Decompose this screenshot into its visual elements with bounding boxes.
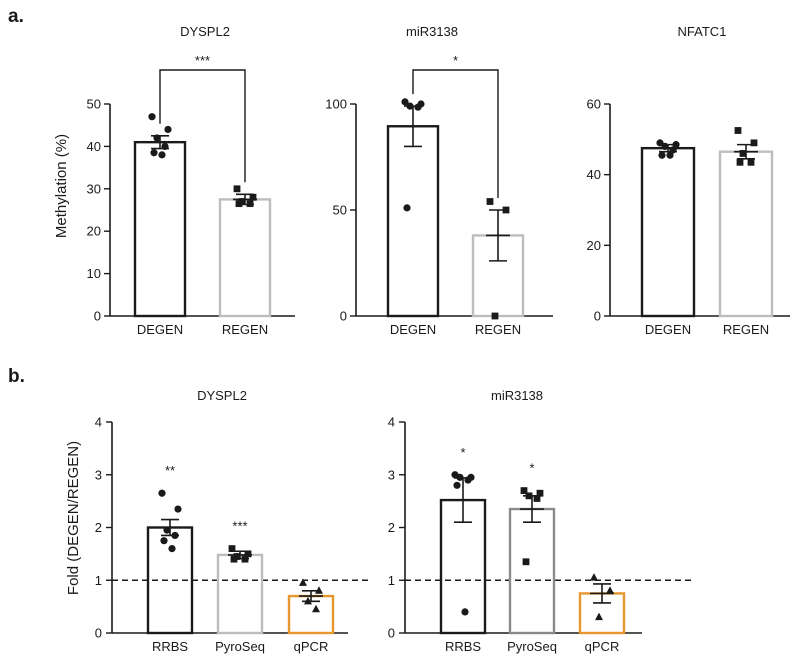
chart-2-point — [414, 103, 422, 111]
chart-1-title: DYSPL2 — [180, 24, 230, 39]
chart-1-point — [148, 113, 156, 121]
chart-1-point — [246, 200, 254, 208]
chart-4-x-tick-label: qPCR — [294, 639, 329, 654]
chart-5-y-tick-label: 2 — [388, 520, 395, 535]
chart-5-point — [606, 586, 614, 594]
chart-3-bar — [718, 150, 774, 318]
chart-5-x-tick-label: RRBS — [445, 639, 481, 654]
chart-3-point — [734, 127, 742, 134]
chart-1-point — [164, 125, 172, 134]
chart-1-point — [235, 200, 243, 208]
chart-4-point — [299, 578, 307, 586]
chart-3-title: NFATC1 — [678, 24, 727, 39]
chart-4-bar — [216, 553, 264, 635]
chart-2-point — [491, 312, 499, 320]
chart-5-point — [522, 558, 530, 566]
chart-3-y-tick-label: 20 — [587, 238, 601, 253]
chart-3-point — [736, 158, 744, 166]
chart-5-point — [536, 489, 544, 497]
chart-4-point — [244, 550, 252, 558]
chart-1-y-tick-label: 40 — [87, 139, 101, 154]
chart-2-y-tick-label: 0 — [340, 309, 347, 324]
chart-5-point — [595, 612, 603, 621]
chart-3-point — [747, 158, 755, 166]
chart-1-bar — [218, 198, 272, 318]
chart-5-x-tick-label: qPCR — [585, 639, 620, 654]
chart-2-significance-bracket — [412, 69, 499, 198]
chart-1-point — [249, 193, 257, 201]
chart-4-point — [168, 545, 176, 553]
chart-1-y-tick-label: 0 — [94, 309, 101, 324]
chart-1-y-tick-label: 20 — [87, 224, 101, 239]
chart-4-point — [158, 489, 166, 497]
chart-4-point — [160, 537, 168, 545]
chart-1-bar — [133, 140, 187, 318]
chart-4-bar-annotation: ** — [165, 463, 175, 478]
chart-3-point — [666, 151, 674, 159]
chart-4-title: DYSPL2 — [197, 388, 247, 403]
chart-5-y-tick-label: 4 — [388, 415, 395, 430]
panel-a-y-axis-label: Methylation (%) — [53, 134, 70, 238]
chart-1-significance-label: *** — [195, 53, 210, 68]
chart-5-point — [461, 608, 469, 616]
chart-4-point — [312, 604, 320, 613]
chart-1-y-tick-label: 10 — [87, 266, 101, 281]
chart-1-x-tick-label: DEGEN — [137, 322, 183, 337]
chart-2-point — [403, 204, 411, 212]
chart-3-x-tick-label: REGEN — [723, 322, 769, 337]
chart-3-point — [658, 151, 666, 159]
chart-2-x-tick-label: DEGEN — [390, 322, 436, 337]
chart-5-title: miR3138 — [491, 388, 543, 403]
chart-2-bar — [386, 125, 440, 318]
chart-1-x-tick-label: REGEN — [222, 322, 268, 337]
chart-5-x-tick-label: PyroSeq — [507, 639, 557, 654]
chart-2-point — [486, 198, 494, 205]
chart-5-point — [590, 573, 598, 581]
chart-5-y-tick-label: 3 — [388, 467, 395, 482]
chart-5-bar-annotation: * — [460, 445, 465, 460]
chart-4-point — [163, 526, 171, 534]
chart-3-y-tick-label: 40 — [587, 167, 601, 182]
chart-5-bar — [508, 507, 556, 635]
chart-1-point — [150, 149, 158, 157]
chart-5-point — [533, 495, 541, 502]
chart-3-point — [750, 139, 758, 147]
chart-4-x-tick-label: RRBS — [152, 639, 188, 654]
chart-2-x-tick-label: REGEN — [475, 322, 521, 337]
chart-3-x-tick-label: DEGEN — [645, 322, 691, 337]
panel-a-label: a. — [8, 6, 24, 27]
chart-4-y-tick-label: 3 — [95, 467, 102, 482]
chart-1-point — [233, 185, 241, 193]
chart-4-point — [174, 505, 182, 513]
chart-2-y-tick-label: 50 — [333, 203, 347, 218]
chart-5-point — [520, 487, 528, 494]
chart-2-y-tick-label: 100 — [325, 97, 347, 112]
chart-2-title: miR3138 — [406, 24, 458, 39]
chart-5-bar-annotation: * — [529, 461, 534, 476]
chart-1-significance-bracket — [159, 69, 246, 183]
panel-b-y-axis-label: Fold (DEGEN/REGEN) — [65, 441, 82, 595]
chart-4-y-tick-label: 0 — [95, 626, 102, 641]
chart-3-bar — [640, 146, 696, 318]
chart-1-point — [158, 151, 166, 159]
chart-5-point — [453, 481, 461, 489]
chart-4-point — [228, 545, 236, 552]
chart-5-y-tick-label: 1 — [388, 573, 395, 588]
chart-4-y-tick-label: 2 — [95, 520, 102, 535]
chart-3-y-tick-label: 60 — [587, 97, 601, 112]
chart-3-y-tick-label: 0 — [594, 309, 601, 324]
chart-4-bar-annotation: *** — [232, 519, 247, 534]
panel-b-label: b. — [8, 366, 25, 387]
chart-5-y-tick-label: 0 — [388, 626, 395, 641]
chart-2-point — [401, 98, 409, 106]
chart-4-x-tick-label: PyroSeq — [215, 639, 265, 654]
chart-4-y-tick-label: 4 — [95, 415, 102, 430]
chart-3-point — [739, 150, 747, 157]
chart-1-y-tick-label: 50 — [87, 97, 101, 112]
chart-1-y-tick-label: 30 — [87, 181, 101, 196]
chart-4-y-tick-label: 1 — [95, 573, 102, 588]
chart-2-significance-label: * — [453, 53, 458, 68]
